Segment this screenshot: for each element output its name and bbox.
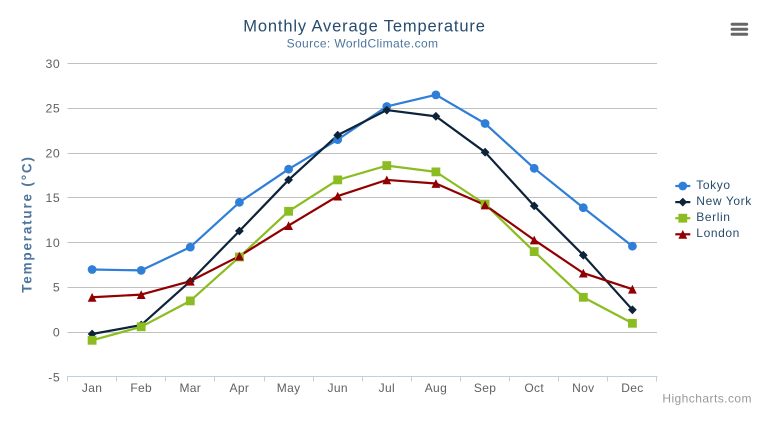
svg-text:25: 25 (46, 102, 61, 116)
svg-text:Jul: Jul (379, 381, 395, 395)
svg-text:Source: WorldClimate.com: Source: WorldClimate.com (287, 36, 439, 50)
svg-text:May: May (277, 381, 301, 395)
svg-text:30: 30 (46, 57, 61, 71)
svg-text:15: 15 (46, 191, 61, 205)
svg-text:Sep: Sep (474, 381, 496, 395)
svg-text:New York: New York (696, 194, 752, 208)
svg-text:London: London (696, 226, 740, 240)
svg-text:Dec: Dec (621, 381, 643, 395)
svg-text:Feb: Feb (130, 381, 152, 395)
svg-text:20: 20 (46, 146, 61, 160)
svg-text:-5: -5 (48, 370, 60, 384)
svg-text:Oct: Oct (524, 381, 544, 395)
svg-text:5: 5 (53, 281, 60, 295)
svg-text:Highcharts.com: Highcharts.com (662, 392, 752, 406)
svg-text:0: 0 (53, 326, 60, 340)
svg-text:Jun: Jun (327, 381, 347, 395)
svg-text:Aug: Aug (425, 381, 447, 395)
svg-text:Mar: Mar (179, 381, 201, 395)
svg-text:Berlin: Berlin (696, 210, 730, 224)
svg-text:10: 10 (46, 236, 61, 250)
svg-text:Apr: Apr (230, 381, 250, 395)
svg-text:Nov: Nov (572, 381, 594, 395)
svg-text:Jan: Jan (82, 381, 102, 395)
svg-text:Temperature (°C): Temperature (°C) (20, 155, 35, 292)
svg-text:Tokyo: Tokyo (696, 178, 730, 192)
svg-text:Monthly Average Temperature: Monthly Average Temperature (243, 18, 485, 36)
